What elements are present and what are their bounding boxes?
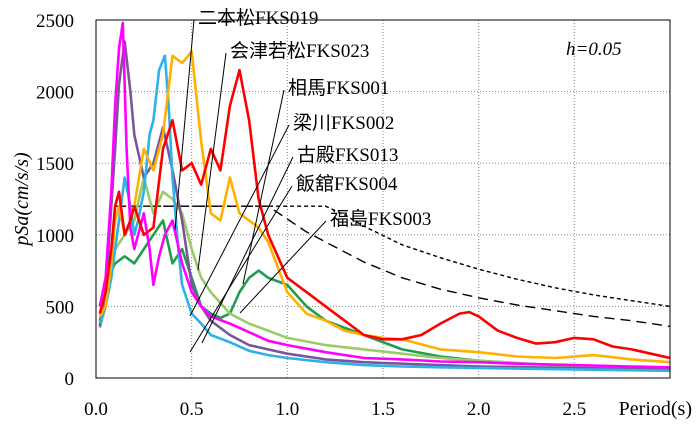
y-tick-label: 2000 (36, 83, 74, 104)
y-tick-label: 1500 (36, 154, 74, 175)
leader-line (174, 19, 195, 231)
plot-frame (95, 19, 671, 379)
grid-lines (96, 19, 671, 378)
x-tick-labels: 0.0 0.5 1.0 1.5 2.0 2.5 (84, 399, 586, 420)
series-label: 梁川FKS002 (293, 112, 394, 134)
leader-line (239, 220, 327, 314)
x-tick-label: 0.5 (180, 399, 204, 420)
series-labels: 二本松FKS019 会津若松FKS023 相馬FKS001 梁川FKS002 古殿FKS… (198, 7, 431, 230)
y-axis-label: pSa(cm/s/s) (11, 152, 33, 248)
leader-line (242, 89, 285, 285)
x-axis-label: Period(s) (619, 398, 692, 420)
y-tick-label: 1000 (36, 226, 74, 247)
series-line (98, 21, 671, 369)
y-tick-label: 2500 (36, 11, 74, 32)
y-tick-labels: 0 500 1000 1500 2000 2500 (36, 11, 74, 390)
leader-line (189, 185, 293, 353)
series-label: 飯舘FKS004 (296, 173, 398, 195)
series-layer (98, 21, 671, 373)
x-tick-label: 1.0 (275, 399, 299, 420)
series-line (98, 54, 671, 373)
y-tick-label: 0 (65, 369, 75, 390)
x-tick-label: 1.5 (371, 399, 395, 420)
series-line (115, 205, 671, 328)
leader-line (201, 156, 294, 344)
series-label: 会津若松FKS023 (230, 40, 369, 62)
leader-line (189, 124, 290, 317)
series-line (98, 68, 671, 360)
x-tick-label: 0.0 (84, 399, 108, 420)
x-tick-label: 2.5 (562, 399, 586, 420)
series-line (98, 219, 671, 371)
x-tick-label: 2.0 (467, 399, 491, 420)
series-label: 相馬FKS001 (288, 77, 389, 99)
series-label: 古殿FKS013 (297, 144, 398, 166)
series-label: 二本松FKS019 (198, 7, 318, 29)
label-leader-lines (174, 19, 327, 353)
y-tick-label: 500 (46, 297, 75, 318)
series-line (115, 205, 671, 308)
series-label: 福島FKS003 (330, 208, 431, 230)
series-line (98, 40, 671, 371)
leader-line (197, 52, 227, 271)
damping-annotation: h=0.05 (566, 39, 622, 60)
